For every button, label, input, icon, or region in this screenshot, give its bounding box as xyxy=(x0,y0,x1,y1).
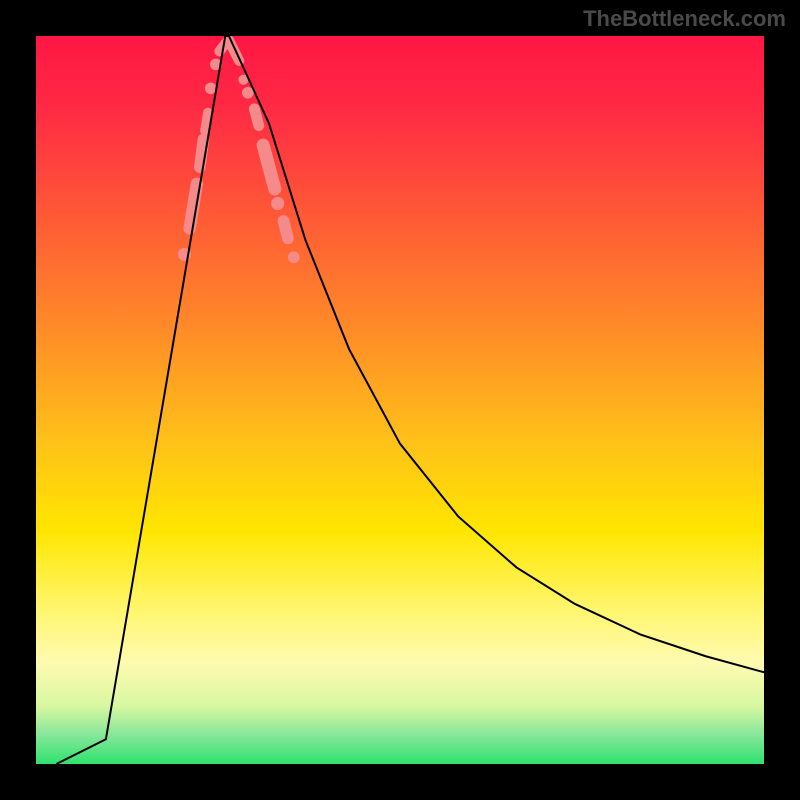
marker-cluster xyxy=(178,40,300,263)
watermark-text: TheBottleneck.com xyxy=(583,6,786,32)
plot-area xyxy=(36,36,764,764)
curve-path xyxy=(56,36,764,764)
bottleneck-curve xyxy=(36,36,764,764)
